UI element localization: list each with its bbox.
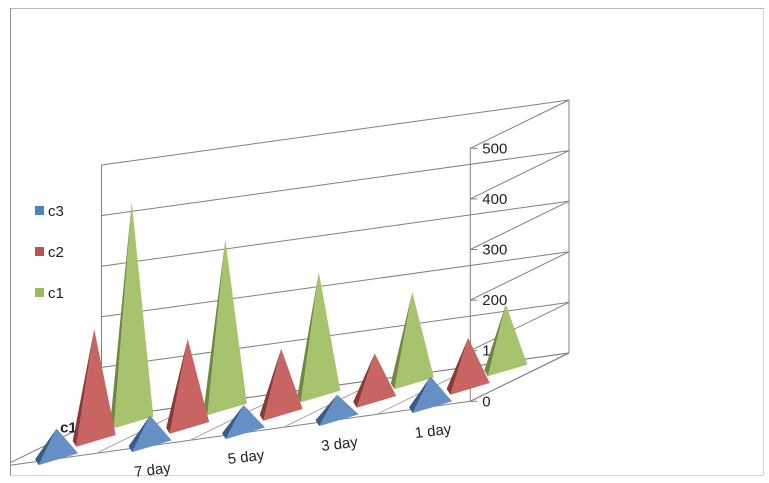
gridline xyxy=(101,352,570,419)
x-tick-label: 7 day xyxy=(133,460,172,477)
y-tick-label: 200 xyxy=(482,292,507,309)
pyramid-face-left xyxy=(353,353,375,408)
pyramid-face-right xyxy=(450,337,490,395)
pyramid-face-left xyxy=(222,405,244,440)
x-tick-label: 5 day xyxy=(227,447,266,468)
pyramid-face-right xyxy=(169,338,210,434)
pyramid-face-left xyxy=(409,376,431,414)
pyramid-face-left xyxy=(297,272,319,403)
gridline xyxy=(101,251,570,318)
pyramid-c3-3-day xyxy=(315,394,359,427)
pyramid-c1-5-day xyxy=(297,272,341,403)
gridline xyxy=(101,200,570,267)
pyramid-face-right xyxy=(207,239,247,416)
pyramid-face-right xyxy=(38,428,79,466)
pyramid-face-right xyxy=(76,329,116,447)
pyramid-marks xyxy=(35,202,528,466)
pyramid-face-left xyxy=(390,292,413,390)
pyramid-c1-9-day xyxy=(110,202,154,429)
pyramid-c1-1-day xyxy=(484,304,528,377)
y-tick-label: 300 xyxy=(482,242,507,259)
pyramid-c3-7-day xyxy=(128,415,172,453)
legend-swatch xyxy=(35,247,44,256)
x-tick-label: 9 day xyxy=(40,473,79,477)
y-tick-label: 400 xyxy=(482,191,507,208)
pyramid-c3-9-day xyxy=(35,428,79,466)
pyramid-face-right xyxy=(113,202,154,429)
pyramid-c2-3-day xyxy=(353,353,397,408)
pyramid-face-right xyxy=(263,348,303,421)
pyramid-c1-3-day xyxy=(390,292,434,390)
y-tick-label: 500 xyxy=(482,140,507,157)
y-tick-label: 0 xyxy=(482,393,490,410)
pyramid-face-right xyxy=(487,304,528,377)
x-tick-label: 1 day xyxy=(414,421,453,442)
x-tick-label: 3 day xyxy=(320,434,359,455)
pyramid-face-left xyxy=(166,338,188,434)
pyramid-c3-1-day xyxy=(409,376,453,414)
pyramid-face-right xyxy=(319,394,359,427)
gridline xyxy=(101,150,570,217)
pyramid-face-right xyxy=(225,405,266,440)
pyramid-c2-7-day xyxy=(166,338,210,434)
legend-swatch xyxy=(35,206,44,215)
pyramid-face-left xyxy=(203,239,226,416)
pyramid-face-left xyxy=(484,304,506,377)
legend-label: c3 xyxy=(48,203,64,220)
pyramid-face-left xyxy=(259,348,282,421)
pyramid-c1-7-day xyxy=(203,239,247,416)
gridline xyxy=(101,99,570,166)
pyramid-c2-9-day xyxy=(72,329,116,447)
pyramid-face-left xyxy=(315,394,338,427)
pyramid-face-left xyxy=(72,329,95,447)
legend: c3 c2 c1 xyxy=(35,203,64,302)
pyramid-c2-1-day xyxy=(446,337,490,395)
pyramid-face-right xyxy=(356,353,397,408)
pyramid-face-right xyxy=(412,376,453,414)
depth-axis-label: c1 xyxy=(60,420,77,437)
pyramid-face-left xyxy=(446,337,469,395)
pyramid-c2-5-day xyxy=(259,348,303,421)
legend-label: c2 xyxy=(48,244,64,261)
legend-swatch xyxy=(35,288,44,297)
pyramid-face-left xyxy=(128,415,151,453)
pyramid-face-right xyxy=(300,272,341,403)
pyramid-face-right xyxy=(394,292,434,390)
legend-label: c1 xyxy=(48,285,64,302)
pyramid-face-left xyxy=(35,428,57,466)
pyramid-c3-5-day xyxy=(222,405,266,440)
pyramid-face-left xyxy=(110,202,132,429)
pyramid-face-right xyxy=(132,415,172,453)
